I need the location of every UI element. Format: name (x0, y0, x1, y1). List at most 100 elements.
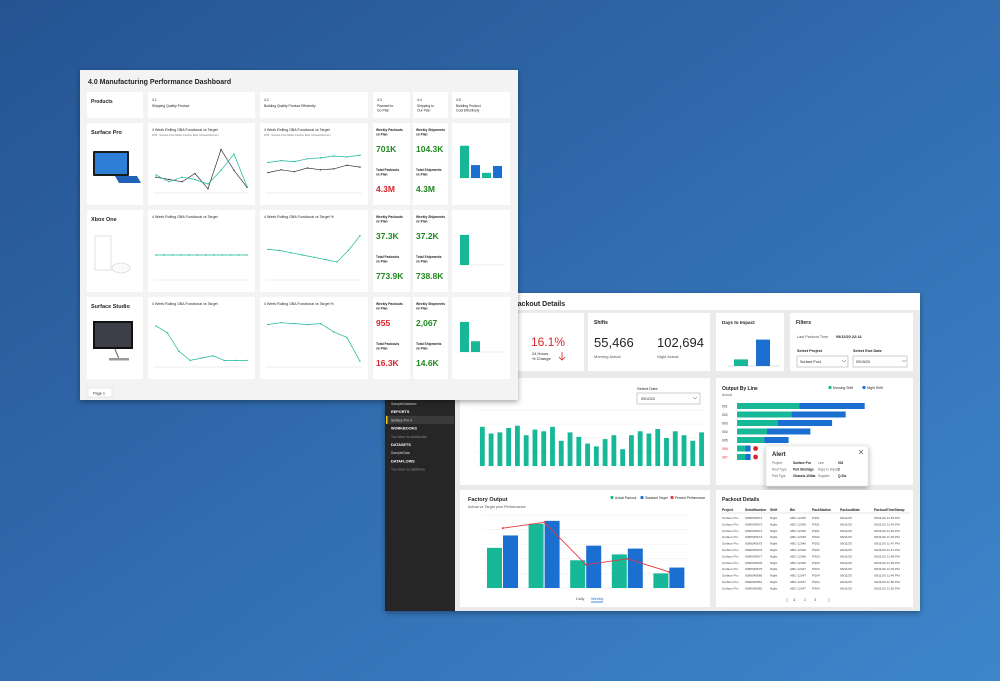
mini-bar (471, 165, 480, 178)
header-cell (373, 92, 410, 118)
page-link[interactable]: 2 (804, 597, 807, 602)
impact-bar (734, 359, 748, 366)
morning-bar (737, 403, 800, 409)
table-cell: Night (770, 516, 777, 520)
kpi-label: vs Plan (416, 133, 428, 137)
trend-dot (194, 178, 196, 181)
tab[interactable]: Daily (576, 597, 585, 601)
mini-bar (460, 234, 469, 265)
header-code: 4.5 (456, 98, 461, 102)
table-cell: 09/11/20 (840, 554, 852, 558)
kpi-label: Total Packouts (376, 168, 399, 172)
kpi-label: vs Plan (416, 173, 428, 177)
header-code: 4.2 (264, 98, 269, 102)
nav-item[interactable]: SampleDataview (391, 402, 417, 406)
table-cell: 09/11/20 11:46 PM (874, 535, 900, 539)
legend-label: Percent Performance (675, 496, 705, 500)
page-tab[interactable] (87, 387, 113, 398)
daily-bar (576, 436, 582, 466)
report-header (455, 293, 920, 310)
trend-dot (333, 155, 335, 157)
factory-bar (627, 548, 643, 588)
nav-item[interactable]: SampleData (391, 451, 410, 455)
daily-bar (541, 431, 547, 466)
table-cell: PS03 (812, 561, 820, 565)
kpi-card (373, 297, 410, 379)
table-cell: 09/11/20 (840, 516, 852, 520)
page-link[interactable]: 1 (793, 597, 796, 602)
header-text: Our Plan (417, 109, 430, 113)
line-label: 007 (722, 456, 728, 460)
night-bar (777, 420, 833, 426)
kpi-value: 37.3K (376, 231, 400, 241)
kpi-label: Weekly Shipments (416, 302, 445, 306)
legend-dot (828, 385, 832, 390)
table-cell: 0098345675 (745, 542, 762, 546)
mini-bar (471, 341, 480, 352)
performance-dot (585, 563, 587, 566)
trend-dot (200, 357, 203, 359)
dropdown[interactable] (636, 392, 701, 405)
header-text: Building Quality Product Efficiently (264, 104, 316, 108)
dropdown[interactable] (852, 355, 908, 368)
header-text: Planned to (377, 104, 393, 108)
alert-field-value: Part Shortage (793, 468, 814, 472)
factory-bar (653, 573, 669, 588)
header-cell (260, 92, 368, 118)
device-console (94, 235, 112, 271)
trend-dot (223, 359, 225, 362)
kpi-label: vs Plan (376, 307, 388, 311)
card-subtitle: Actual vs Target plus Performance (468, 505, 526, 509)
next-arrow[interactable] (827, 597, 831, 603)
page-link[interactable]: 3 (814, 597, 817, 602)
line-label: 002 (722, 413, 728, 417)
trend-dot (319, 169, 322, 171)
table-cell: 09/11/20 (840, 542, 852, 546)
nav-item[interactable]: Surface Pro 4 (391, 418, 412, 422)
close-icon[interactable] (858, 449, 864, 455)
nav-active[interactable] (386, 415, 454, 424)
table-cell: Night (770, 574, 777, 578)
trend-line (267, 154, 361, 163)
alert-field-label: Project (772, 461, 782, 465)
header-text: Shipping Quality Product (152, 104, 189, 108)
kpi-label: vs Plan (376, 220, 388, 224)
prev-arrow[interactable] (785, 597, 789, 603)
daily-bar (672, 431, 678, 466)
table-header: Shift (770, 508, 778, 512)
kpi-value: 4.3M (376, 184, 395, 194)
chart-card (148, 210, 255, 292)
daily-bar (532, 429, 538, 466)
table-cell: ABC-12346 (790, 561, 806, 565)
trend-dot (155, 176, 157, 178)
filter-label: Last Packout Time (797, 335, 828, 339)
tab[interactable]: Weekly (591, 597, 603, 601)
kpi-card (413, 123, 448, 205)
table-cell: ABC-12346 (790, 554, 806, 558)
trend-dot (359, 234, 361, 237)
nav-item[interactable]: WORKBOOKS (391, 427, 417, 431)
nav-item[interactable]: DATAFLOWS (391, 459, 415, 463)
daily-bar (629, 435, 634, 466)
nav-item[interactable]: DATASETS (391, 443, 411, 447)
line-label: 005 (722, 439, 728, 443)
trend-dot (301, 254, 304, 256)
nav-item[interactable]: REPORTS (391, 410, 410, 414)
kpi-label: % Change (532, 356, 551, 361)
kpi-card (373, 123, 410, 205)
table-cell: 09/11/20 11:49 PM (874, 574, 900, 578)
trend-dot (194, 172, 196, 175)
alert-field-value: Chassis-100ba (793, 474, 816, 478)
filter-value: 09/12/20 22:14 (836, 335, 862, 339)
daily-bar (620, 449, 626, 466)
chart-subtitle: FPB - Surface Pro4 Model Confirm Beta (C… (264, 133, 331, 137)
table-cell: 09/11/20 11:45 PM (874, 516, 900, 520)
trend-dot (346, 156, 348, 158)
device-keyboard (115, 176, 141, 183)
dropdown[interactable] (796, 355, 849, 368)
trend-dot (333, 168, 335, 170)
daily-bar (681, 435, 687, 466)
alert-marker (753, 454, 758, 460)
shift-value: 102,694 (657, 335, 704, 350)
